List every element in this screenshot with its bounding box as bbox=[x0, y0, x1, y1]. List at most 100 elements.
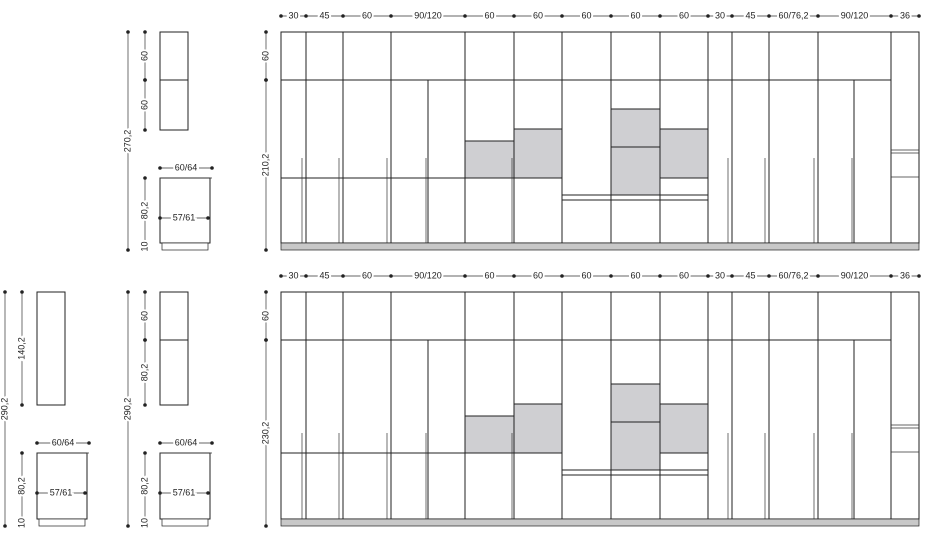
width-label: 60 bbox=[679, 270, 689, 280]
panel bbox=[159, 291, 189, 406]
panel bbox=[659, 128, 709, 179]
dim-dot bbox=[143, 403, 147, 407]
dim-dot bbox=[560, 274, 564, 278]
dim-dot bbox=[143, 451, 147, 455]
width-label: 90/120 bbox=[414, 270, 442, 280]
panel bbox=[280, 31, 920, 244]
plinth bbox=[280, 242, 920, 251]
dim-dot bbox=[143, 30, 147, 34]
width-label: 60 bbox=[581, 10, 591, 20]
dim-label: 60 bbox=[260, 311, 270, 321]
dim-dot bbox=[35, 491, 39, 495]
panel bbox=[159, 31, 189, 131]
dim-dot bbox=[658, 14, 662, 18]
dim-label: 140,2 bbox=[16, 337, 26, 360]
width-label: 30 bbox=[715, 270, 725, 280]
dim-dot bbox=[730, 14, 734, 18]
dim-label: 230,2 bbox=[260, 422, 270, 445]
dim-dot bbox=[889, 14, 893, 18]
width-label: 36 bbox=[900, 270, 910, 280]
width-label: 30 bbox=[715, 10, 725, 20]
dim-dot bbox=[264, 30, 268, 34]
width-label: 45 bbox=[745, 10, 755, 20]
dim-dot bbox=[20, 290, 24, 294]
dim-label: 80,2 bbox=[139, 364, 149, 382]
panel bbox=[464, 140, 515, 179]
dim-dot bbox=[264, 338, 268, 342]
dim-label: 10 bbox=[16, 518, 26, 528]
width-label: 60 bbox=[630, 10, 640, 20]
dim-label: 60 bbox=[139, 100, 149, 110]
panel bbox=[464, 415, 515, 454]
dim-dot bbox=[210, 166, 214, 170]
width-label: 36 bbox=[900, 10, 910, 20]
dim-dot bbox=[3, 524, 7, 528]
dim-dot bbox=[20, 517, 24, 521]
dim-label: 57/61 bbox=[173, 487, 196, 497]
panel bbox=[159, 177, 211, 244]
dim-dot bbox=[158, 491, 162, 495]
dim-dot bbox=[341, 14, 345, 18]
dim-label: 80,2 bbox=[139, 477, 149, 495]
dim-dot bbox=[126, 290, 130, 294]
dim-dot bbox=[889, 274, 893, 278]
dim-dot bbox=[816, 274, 820, 278]
width-label: 60 bbox=[533, 270, 543, 280]
dim-dot bbox=[20, 525, 24, 529]
dim-dot bbox=[87, 441, 91, 445]
dim-dot bbox=[304, 14, 308, 18]
dim-dot bbox=[206, 491, 210, 495]
dim-label: 60 bbox=[260, 51, 270, 61]
panel bbox=[610, 383, 661, 423]
panel bbox=[659, 403, 709, 454]
dim-dot bbox=[279, 274, 283, 278]
dim-dot bbox=[341, 274, 345, 278]
width-label: 60 bbox=[533, 10, 543, 20]
dim-dot bbox=[917, 274, 921, 278]
dim-dot bbox=[143, 290, 147, 294]
dim-label: 57/61 bbox=[173, 212, 196, 222]
dim-dot bbox=[126, 248, 130, 252]
dim-label: 60 bbox=[139, 311, 149, 321]
width-label: 60 bbox=[484, 270, 494, 280]
dim-dot bbox=[20, 403, 24, 407]
width-label: 60 bbox=[362, 10, 372, 20]
dim-dot bbox=[143, 338, 147, 342]
dim-label: 270,2 bbox=[122, 130, 132, 153]
width-label: 60 bbox=[581, 270, 591, 280]
dim-dot bbox=[206, 216, 210, 220]
plinth bbox=[161, 518, 209, 527]
width-label: 90/120 bbox=[841, 270, 869, 280]
dim-dot bbox=[143, 517, 147, 521]
panel bbox=[610, 108, 661, 148]
dim-dot bbox=[158, 216, 162, 220]
width-label: 45 bbox=[745, 270, 755, 280]
dim-dot bbox=[463, 274, 467, 278]
dim-label: 60/64 bbox=[175, 437, 198, 447]
width-label: 60/76,2 bbox=[778, 270, 808, 280]
dim-label: 290,2 bbox=[122, 398, 132, 421]
width-label: 45 bbox=[319, 10, 329, 20]
dim-label: 10 bbox=[139, 241, 149, 251]
dim-dot bbox=[264, 248, 268, 252]
dim-dot bbox=[706, 14, 710, 18]
dim-dot bbox=[767, 274, 771, 278]
dim-dot bbox=[143, 248, 147, 252]
panel bbox=[610, 146, 661, 196]
dim-label: 80,2 bbox=[16, 477, 26, 495]
dim-dot bbox=[143, 78, 147, 82]
dim-dot bbox=[126, 524, 130, 528]
dim-dot bbox=[279, 14, 283, 18]
dim-dot bbox=[560, 14, 564, 18]
dim-dot bbox=[143, 128, 147, 132]
width-label: 60 bbox=[630, 270, 640, 280]
width-label: 60/76,2 bbox=[778, 10, 808, 20]
dim-label: 57/61 bbox=[50, 487, 73, 497]
dim-dot bbox=[304, 274, 308, 278]
width-label: 60 bbox=[362, 270, 372, 280]
width-label: 45 bbox=[319, 270, 329, 280]
dim-label: 60/64 bbox=[175, 162, 198, 172]
dim-dot bbox=[512, 274, 516, 278]
dim-label: 60/64 bbox=[52, 437, 75, 447]
